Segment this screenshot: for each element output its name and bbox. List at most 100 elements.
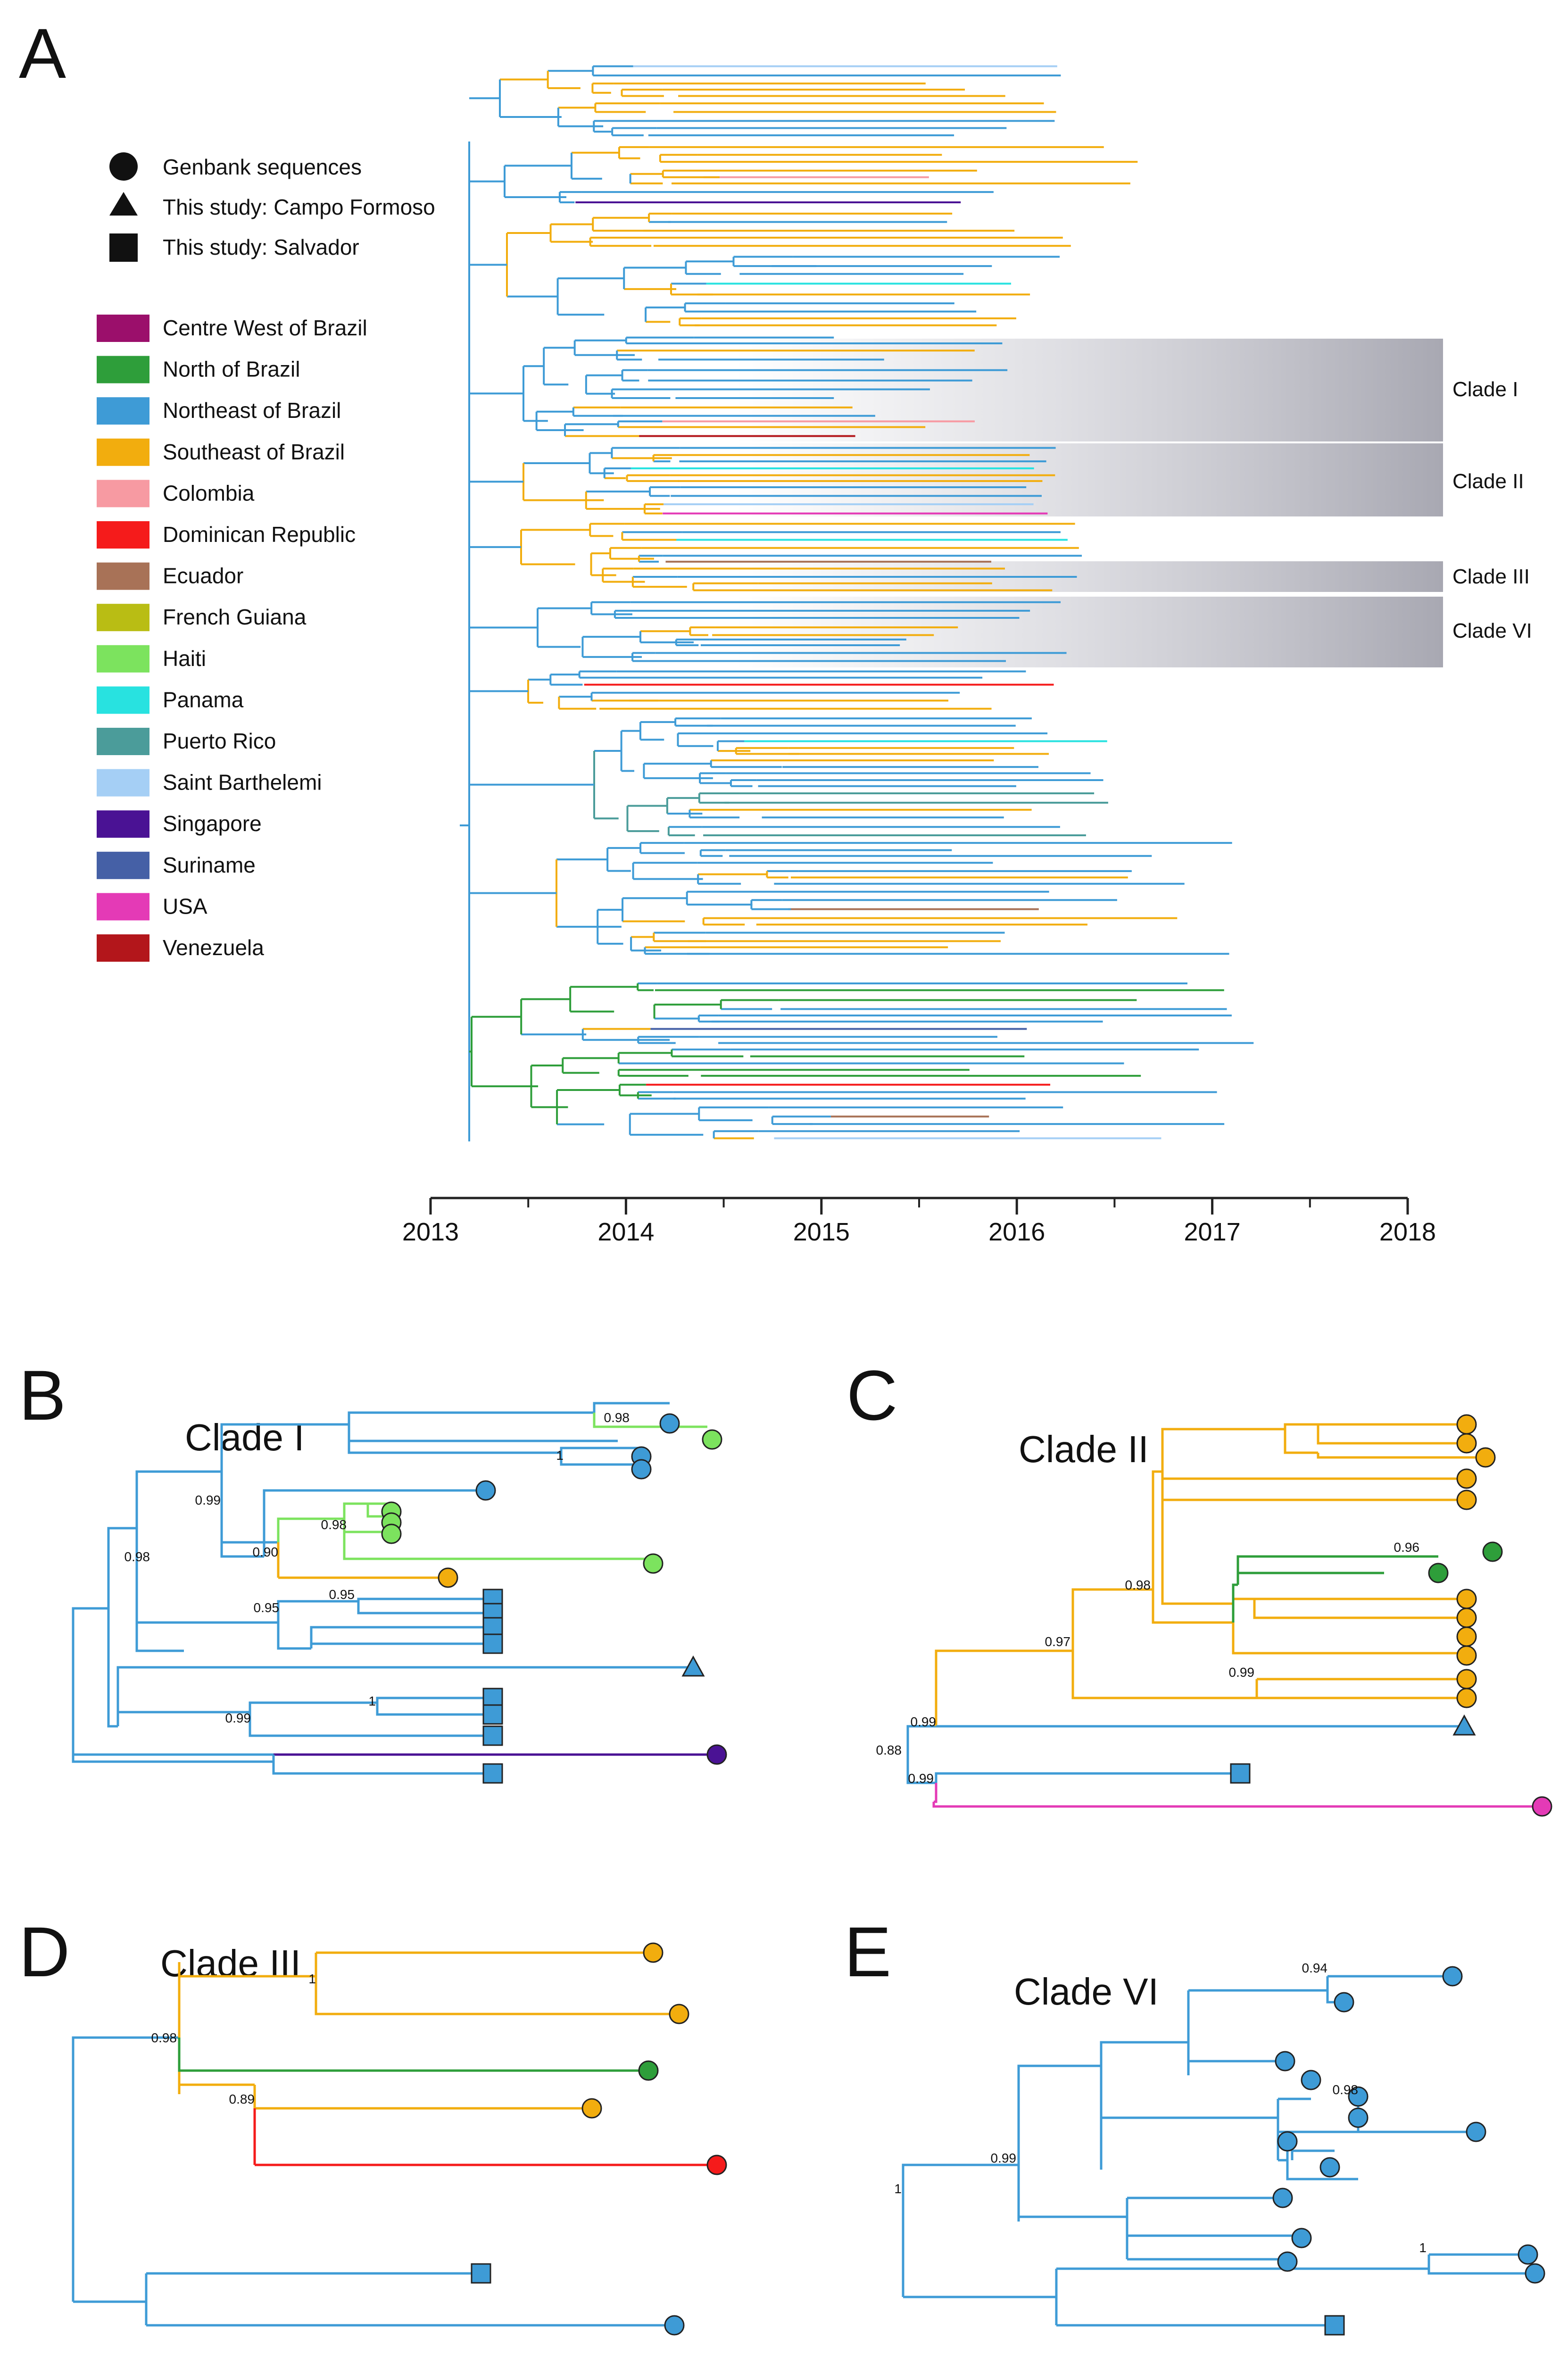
support-value: 0.96 [1394, 1540, 1420, 1555]
legend-region-item: Puerto Rico [97, 728, 276, 755]
legend-swatch [97, 438, 149, 466]
legend-swatch [97, 686, 149, 714]
tree-branch [906, 1757, 936, 1784]
panel-c-letter: C [846, 1356, 897, 1435]
tip-triangle [1452, 1714, 1476, 1736]
tree-branch [1427, 2269, 1535, 2275]
legend-region-item: Dominican Republic [97, 521, 356, 549]
legend-swatch [97, 934, 149, 962]
tree-branch [343, 1519, 651, 1560]
tip-square [482, 1763, 503, 1784]
clade-iii-tree: 1 0.98 0.89 [72, 1942, 727, 2336]
panel-e: E Clade VI 0.94 0.98 0.99 1 1 [844, 1912, 1545, 2336]
tip-circle [1348, 2086, 1369, 2107]
legend-region-item: Centre West of Brazil [97, 315, 367, 342]
tree-branch [1187, 2060, 1285, 2075]
legend-region-label: Puerto Rico [163, 729, 276, 753]
tip-circle [706, 1744, 727, 1765]
tree-branch [249, 1712, 493, 1737]
tree-branch [1100, 2041, 1188, 2066]
legend-region-label: Panama [163, 687, 244, 712]
tree-branch [1236, 1555, 1438, 1585]
legend-region-item: Ecuador [97, 562, 243, 590]
legend-region-item: USA [97, 893, 207, 921]
support-value: 1 [894, 2181, 902, 2196]
legend-swatch [97, 851, 149, 879]
legend-swatch [97, 521, 149, 549]
legend-region-item: Haiti [97, 645, 206, 673]
tree-branch [1017, 2215, 1127, 2222]
tree-branch [310, 1626, 493, 1648]
tree-branch [72, 1717, 274, 1756]
panel-a: A Clade I Clade II Clade III Clade VI 20… [19, 14, 1532, 1246]
tip-circle [643, 1942, 664, 1963]
tip-circle [1532, 1796, 1552, 1817]
support-value: 0.98 [151, 2030, 177, 2045]
axis-tick-label: 2016 [988, 1218, 1045, 1246]
panel-e-letter: E [844, 1912, 891, 1991]
tree-branch [107, 1608, 118, 1728]
legend-swatch [97, 480, 149, 508]
tree-branch [249, 1701, 377, 1712]
legend-shape-label: Genbank sequences [163, 155, 362, 179]
circle-icon [109, 152, 138, 181]
legend-shape-square: This study: Salvador [109, 233, 359, 262]
legend-region-label: French Guiana [163, 605, 307, 629]
support-value: 0.99 [991, 2151, 1017, 2165]
tip-circle [702, 1429, 722, 1450]
tree-branch [560, 1453, 641, 1466]
tip-square [482, 1725, 503, 1746]
legend-swatch [97, 893, 149, 921]
support-value: 0.88 [876, 1743, 902, 1757]
tree-branch [906, 1725, 936, 1757]
axis-tick-label: 2017 [1184, 1218, 1241, 1246]
tip-square [1230, 1763, 1251, 1784]
panel-e-title: Clade VI [1014, 1971, 1159, 2013]
legend-shape-triangle: This study: Campo Formoso [109, 192, 435, 219]
tree-branch [1317, 1453, 1485, 1459]
tree-branch [1277, 2118, 1476, 2133]
tree-branch [1236, 1572, 1384, 1585]
tree-branch [277, 1600, 358, 1623]
axis-tick-label: 2014 [597, 1218, 654, 1246]
tree-branch [220, 1472, 264, 1558]
legend-region-item: Suriname [97, 851, 256, 879]
tree-branch [178, 2038, 648, 2072]
support-value: 0.98 [604, 1410, 630, 1425]
tree-branch [107, 1527, 137, 1608]
tree-branch [348, 1411, 594, 1424]
tree-branch [1284, 1423, 1318, 1429]
tip-circle [1456, 1414, 1477, 1435]
tip-square [482, 1704, 503, 1725]
tip-circle [1456, 1645, 1477, 1666]
clade-highlight-boxes: Clade I Clade II Clade III Clade VI [736, 339, 1532, 667]
support-value: 0.99 [195, 1493, 221, 1507]
tree-branch [1161, 1538, 1233, 1605]
tip-circle [706, 2155, 727, 2175]
tip-circle [475, 1480, 496, 1501]
tip-circle [1456, 1490, 1477, 1510]
legend-region-item: Panama [97, 686, 244, 714]
square-icon [109, 233, 138, 262]
tip-circle [638, 2060, 659, 2081]
legend-region-item: Colombia [97, 480, 255, 508]
tree-branch [178, 2083, 255, 2094]
support-value: 0.99 [908, 1771, 934, 1786]
legend-swatch [97, 810, 149, 838]
tip-square [1324, 2315, 1345, 2336]
tree-branch [116, 1666, 184, 1726]
clade-i-tree: 0.98 1 0.99 0.98 0.90 0.98 0.95 0.95 0.99 1 [72, 1402, 727, 1784]
tree-branch [310, 1642, 493, 1648]
tree-branch [357, 1598, 493, 1601]
tree-branch [1317, 1424, 1467, 1445]
support-value: 0.97 [1045, 1634, 1071, 1649]
tip-circle [1475, 1447, 1496, 1468]
legend-region-label: Colombia [163, 481, 255, 505]
legend-region-label: Singapore [163, 811, 262, 836]
legend-swatch [97, 562, 149, 590]
tip-circle [1272, 2188, 1293, 2208]
tree-branch [1126, 2217, 1132, 2237]
legend-region-item: French Guiana [97, 604, 307, 632]
